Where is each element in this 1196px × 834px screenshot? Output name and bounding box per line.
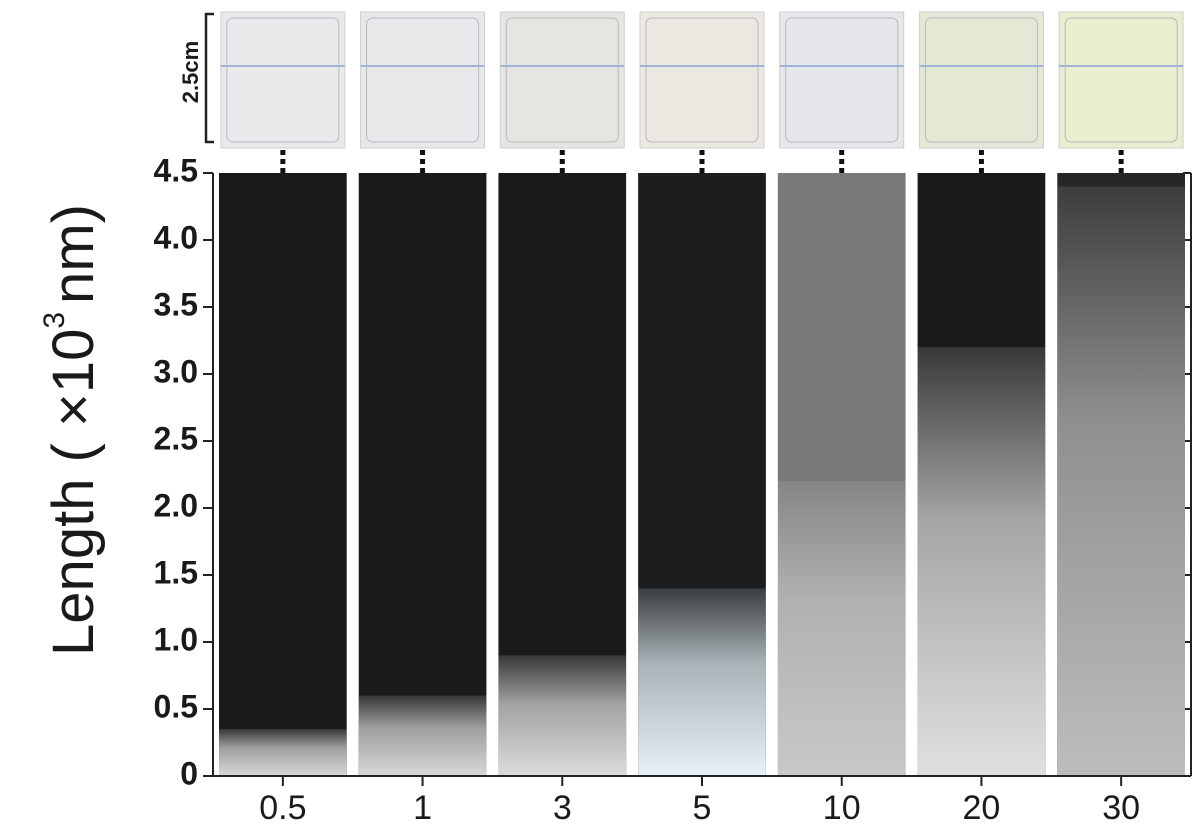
y-tick-label: 0.5: [154, 688, 198, 724]
x-tick-label: 20: [963, 789, 1001, 827]
nanowire-layer: [498, 655, 627, 776]
x-tick-label: 3: [553, 789, 572, 827]
photo-inner: [924, 17, 1038, 143]
y-tick-label: 0: [180, 755, 198, 791]
nanowire-layer: [917, 347, 1046, 776]
image-panel: [358, 173, 487, 776]
y-tick-label: 1.0: [154, 621, 198, 657]
y-tick-label: 4.5: [154, 152, 198, 188]
photo-inner: [366, 17, 480, 143]
nanowire-layer: [638, 588, 766, 776]
x-tick-label: 10: [823, 789, 861, 827]
y-tick-label: 2.0: [154, 487, 198, 523]
scale-label: 2.5cm: [178, 41, 203, 103]
x-tick-label: 30: [1102, 789, 1140, 827]
photo-inner: [505, 17, 619, 143]
x-tick-label: 5: [693, 789, 712, 827]
y-tick-label: 4.0: [154, 219, 198, 255]
x-tick-label: 0.5: [259, 789, 306, 827]
nanowire-layer: [1057, 186, 1185, 776]
sample-photo: [1058, 11, 1184, 149]
y-tick-label: 3.0: [154, 353, 198, 389]
y-label-sup: 3: [38, 312, 71, 329]
y-label-unit: nm): [41, 204, 106, 304]
nanowire-layer: [777, 481, 906, 776]
y-tick-label: 1.5: [154, 554, 198, 590]
y-tick-label: 3.5: [154, 286, 198, 322]
photo-inner: [645, 17, 759, 143]
sample-photo: [360, 11, 486, 149]
y-axis-label: Length ( ×103 nm): [38, 204, 106, 656]
nanowire-layer: [219, 729, 347, 776]
sample-photo: [499, 11, 625, 149]
image-panel: [219, 173, 347, 776]
photo-inner: [785, 17, 899, 143]
photo-inner: [226, 17, 340, 143]
sample-photo: [639, 11, 765, 149]
sample-photo: [220, 11, 346, 149]
x-tick-label: 1: [413, 789, 432, 827]
sample-photo: [918, 11, 1044, 149]
photo-inner: [1064, 17, 1178, 143]
sample-photo: [779, 11, 905, 149]
y-label-text: Length ( ×10: [41, 329, 106, 656]
nanowire-layer: [358, 695, 487, 776]
scale-bracket: [204, 12, 214, 144]
y-tick-label: 2.5: [154, 420, 198, 456]
